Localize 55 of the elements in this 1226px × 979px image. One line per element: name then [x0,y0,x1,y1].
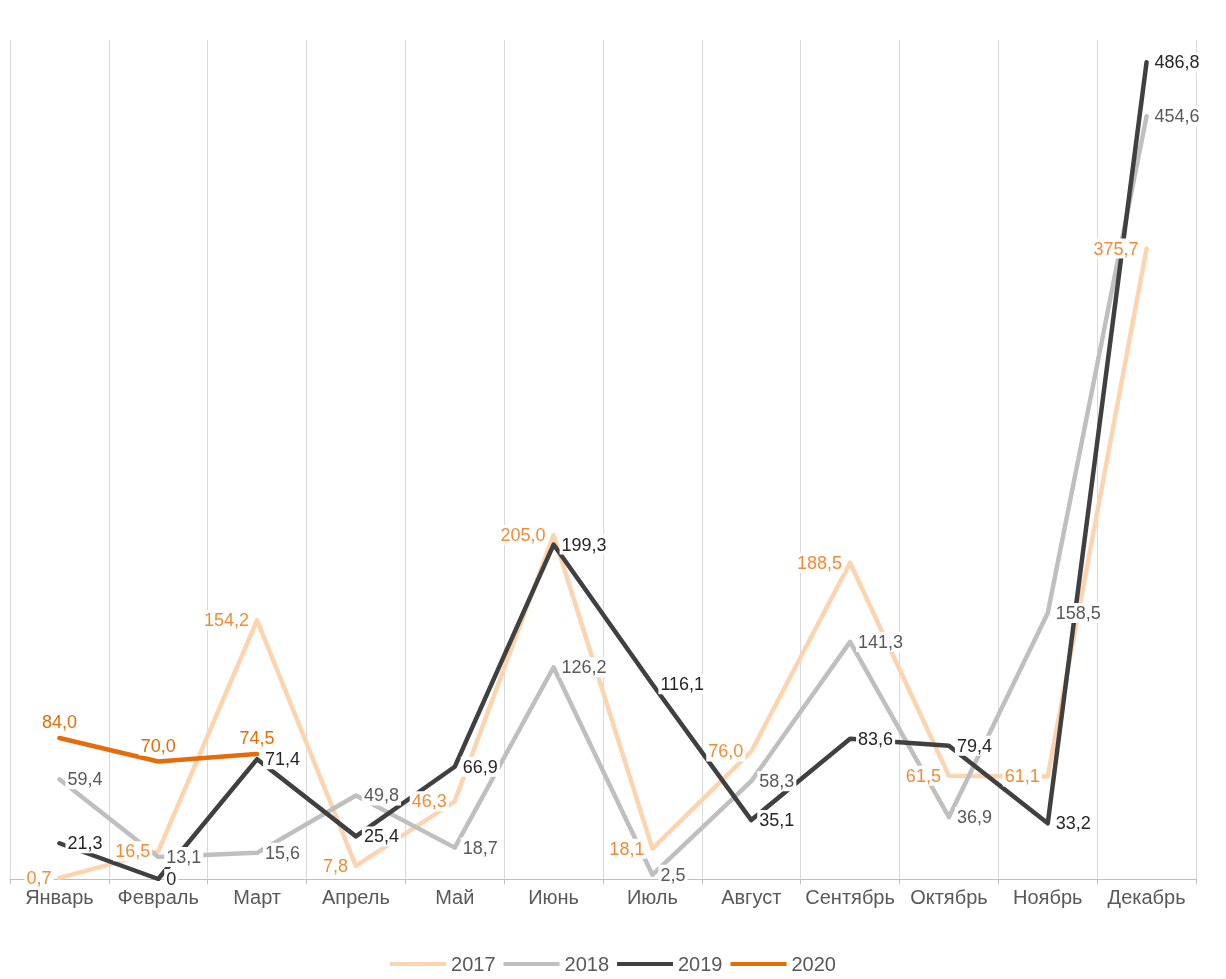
x-tick-label: Июль [626,886,678,908]
x-tick-label: Октябрь [910,886,988,908]
data-label: 25,4 [363,826,399,847]
legend-label: 2017 [451,953,496,975]
data-label: 0 [166,869,177,889]
x-tick-label: Апрель [321,886,390,908]
legend-label: 2019 [678,953,723,975]
data-label: 205,0 [500,525,546,546]
x-tick-label: Сентябрь [805,886,895,908]
data-label: 74,5 [239,727,275,748]
data-label: 61,5 [905,765,941,786]
data-label: 7,8 [322,855,348,876]
x-tick-label: Февраль [117,886,199,908]
data-label: 16,5 [115,841,151,862]
data-label: 21,3 [67,833,103,854]
legend-label: 2018 [564,953,610,975]
x-tick-label: Ноябрь [1013,886,1083,908]
data-label: 61,1 [1004,766,1040,787]
data-label: 375,7 [1093,238,1139,259]
data-label: 188,5 [797,552,843,573]
data-label: 76,0 [708,741,744,762]
data-label: 36,9 [956,807,992,828]
x-tick-label: Март [233,886,282,908]
data-label: 18,1 [609,838,645,859]
data-label: 83,6 [858,728,894,749]
data-label: 46,3 [411,791,447,812]
data-label: 15,6 [265,842,301,863]
data-label: 116,1 [660,674,705,695]
data-label: 84,0 [41,712,77,733]
data-label: 158,5 [1055,603,1101,624]
data-label: 66,9 [462,756,498,777]
data-label: 79,4 [956,735,992,756]
data-label: 71,4 [265,749,301,770]
x-tick-label: Июнь [528,886,580,908]
data-label: 35,1 [759,810,795,831]
legend-label: 2020 [791,953,836,975]
x-tick-label: Декабрь [1107,886,1186,908]
data-label: 154,2 [204,610,250,631]
x-tick-label: Май [435,886,475,908]
data-label: 33,2 [1055,813,1091,834]
data-label: 2,5 [660,864,686,885]
data-label: 59,4 [67,769,103,790]
data-label: 70,0 [140,735,176,756]
data-label: 13,1 [166,847,202,868]
data-label: 199,3 [561,534,607,555]
data-label: 0,7 [26,867,52,888]
data-label: 454,6 [1154,106,1200,127]
x-tick-label: Август [721,886,782,908]
data-label: 58,3 [759,771,795,792]
data-label: 49,8 [363,785,399,806]
data-label: 486,8 [1154,52,1200,73]
data-label: 18,7 [462,837,498,858]
data-label: 141,3 [858,631,904,652]
data-label: 126,2 [561,657,607,678]
x-tick-label: Январь [25,886,94,908]
